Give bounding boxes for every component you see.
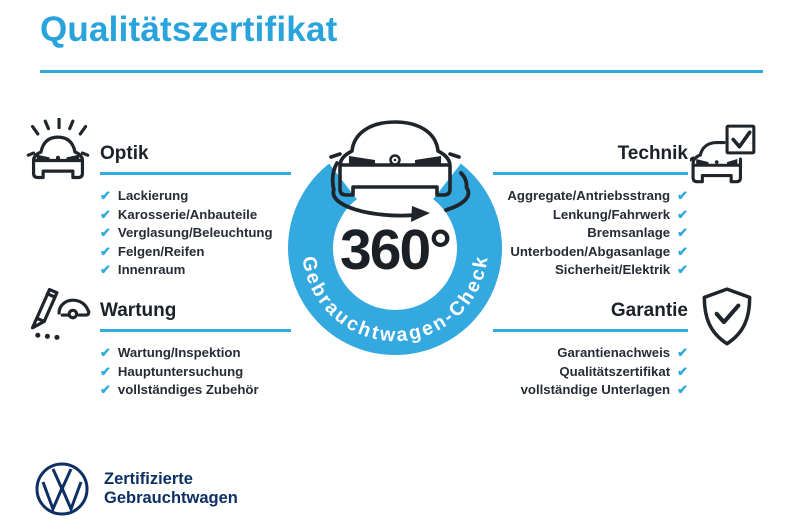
checklist-item-label: Lackierung	[117, 188, 189, 204]
checklist-item-label: Lenkung/Fahrwerk	[552, 206, 671, 222]
checklist-item: ✔ Verglasung/Beleuchtung	[100, 224, 291, 243]
checklist-technik: ✔ Aggregate/Antriebsstrang ✔ Lenkung/Fahrw…	[493, 187, 688, 280]
service-checklist-icon	[30, 287, 91, 340]
check-icon: ✔	[677, 262, 688, 278]
checklist-optik: ✔ Lackierung ✔ Karosserie/Anbauteile ✔ Verg…	[100, 187, 291, 280]
section-wartung: Wartung ✔ Wartung/Inspektion ✔ Hauptunters…	[100, 299, 291, 399]
badge-value: 360°	[340, 218, 450, 282]
checklist-item: ✔ Lenkung/Fahrwerk	[493, 205, 688, 224]
checklist-item-label: Aggregate/Antriebsstrang	[507, 188, 671, 204]
title-divider	[40, 70, 763, 73]
section-garantie: Garantie ✔ Garantienachweis ✔ Qualitätszer…	[493, 299, 688, 399]
check-icon: ✔	[677, 363, 688, 379]
check-icon: ✔	[100, 345, 111, 361]
check-icon: ✔	[100, 262, 111, 278]
checklist-item-label: Wartung/Inspektion	[117, 345, 241, 361]
section-optik: Optik ✔ Lackierung ✔ Karosserie/Anbauteile…	[100, 142, 291, 279]
section-divider	[100, 172, 291, 175]
section-technik: Technik ✔ Aggregate/Antriebsstrang ✔ Lenku…	[493, 142, 688, 279]
checklist-item-label: Innenraum	[117, 262, 186, 278]
checklist-item: ✔ Bremsanlage	[493, 224, 688, 243]
section-divider	[493, 172, 688, 175]
checklist-item-label: Karosserie/Anbauteile	[117, 206, 258, 222]
badge-ring	[288, 163, 502, 355]
checklist-item: ✔ Unterboden/Abgasanlage	[493, 242, 688, 261]
checklist-item: ✔ Wartung/Inspektion	[100, 344, 291, 363]
section-divider	[493, 329, 688, 332]
checklist-item: ✔ vollständiges Zubehör	[100, 381, 291, 400]
checklist-item-label: vollständige Unterlagen	[520, 382, 671, 398]
page-title: Qualitätszertifikat	[40, 10, 338, 49]
check-icon: ✔	[100, 206, 111, 222]
check-icon: ✔	[677, 188, 688, 204]
brand-footer: Zertifizierte Gebrauchtwagen	[34, 461, 238, 517]
checklist-item: ✔ Qualitätszertifikat	[493, 362, 688, 381]
checklist-item: ✔ Hauptuntersuchung	[100, 362, 291, 381]
brand-line-2: Gebrauchtwagen	[104, 489, 238, 507]
checklist-garantie: ✔ Garantienachweis ✔ Qualitätszertifikat ✔…	[493, 344, 688, 400]
checklist-wartung: ✔ Wartung/Inspektion ✔ Hauptuntersuchung ✔…	[100, 344, 291, 400]
check-icon: ✔	[677, 382, 688, 398]
checklist-item-label: Sicherheit/Elektrik	[555, 262, 671, 278]
car-front-rotation-icon	[329, 120, 471, 222]
checklist-item-label: Unterboden/Abgasanlage	[510, 243, 671, 259]
arrowhead	[411, 206, 430, 222]
checklist-item-label: Garantienachweis	[557, 345, 671, 361]
vw-logo	[35, 462, 89, 516]
checklist-item-label: Qualitätszertifikat	[559, 363, 671, 379]
section-divider	[100, 329, 291, 332]
check-icon: ✔	[100, 363, 111, 379]
check-icon: ✔	[677, 345, 688, 361]
section-title-technik: Technik	[617, 143, 688, 164]
section-title-wartung: Wartung	[100, 300, 177, 321]
checklist-item: ✔ Aggregate/Antriebsstrang	[493, 187, 688, 206]
shield-check-icon	[702, 287, 752, 346]
checklist-item-label: Felgen/Reifen	[117, 243, 205, 259]
checklist-item: ✔ Sicherheit/Elektrik	[493, 261, 688, 280]
checklist-item: ✔ vollständige Unterlagen	[493, 381, 688, 400]
check-icon: ✔	[100, 243, 111, 259]
checklist-item-label: Hauptuntersuchung	[117, 363, 244, 379]
car-checkbox-icon	[690, 124, 756, 184]
section-title-garantie: Garantie	[610, 300, 688, 321]
check-icon: ✔	[677, 243, 688, 259]
car-shine-icon	[26, 118, 90, 180]
checklist-item-label: Verglasung/Beleuchtung	[117, 225, 273, 241]
checklist-item: ✔ Lackierung	[100, 187, 291, 206]
check-icon: ✔	[677, 206, 688, 222]
check-icon: ✔	[677, 225, 688, 241]
checklist-item: ✔ Karosserie/Anbauteile	[100, 205, 291, 224]
checklist-item: ✔ Innenraum	[100, 261, 291, 280]
check-icon: ✔	[100, 225, 111, 241]
checklist-item: ✔ Garantienachweis	[493, 344, 688, 363]
check-icon: ✔	[100, 382, 111, 398]
check-icon: ✔	[100, 188, 111, 204]
checklist-item: ✔ Felgen/Reifen	[100, 242, 291, 261]
checklist-item-label: vollständiges Zubehör	[117, 382, 259, 398]
section-title-optik: Optik	[100, 143, 149, 164]
brand-text: Zertifizierte Gebrauchtwagen	[104, 470, 238, 509]
rotation-arrow	[330, 161, 471, 218]
checklist-item-label: Bremsanlage	[587, 225, 671, 241]
brand-line-1: Zertifizierte	[104, 469, 193, 488]
